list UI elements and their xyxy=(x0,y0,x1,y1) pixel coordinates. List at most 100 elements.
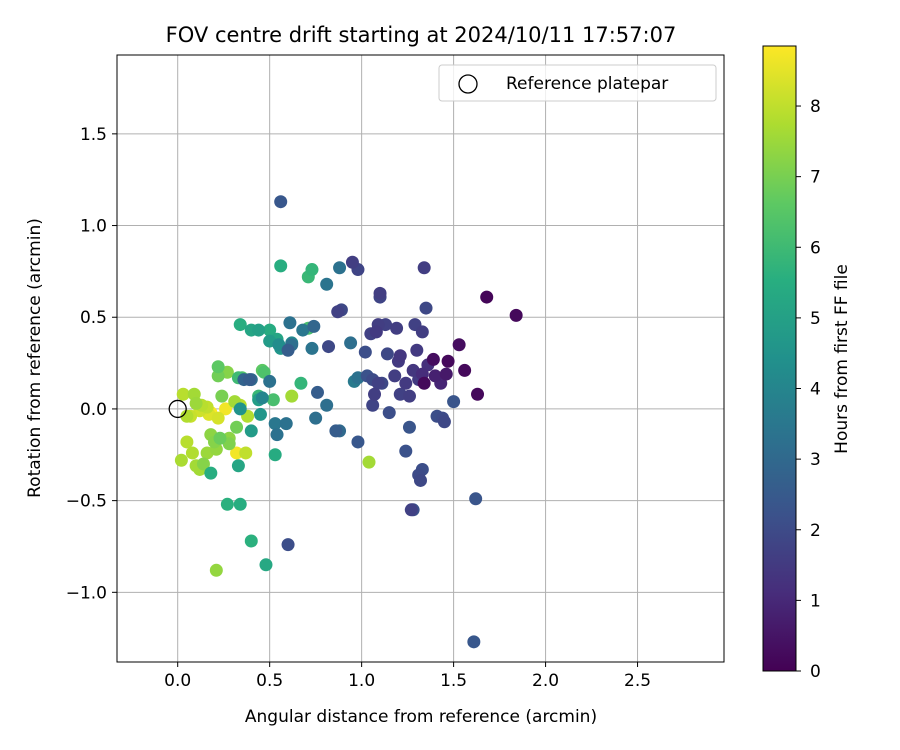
data-point xyxy=(274,195,288,209)
colorbar-tick-label: 0 xyxy=(810,662,821,682)
data-point xyxy=(209,563,223,577)
data-point xyxy=(204,466,218,480)
data-point xyxy=(215,389,229,403)
legend-marker xyxy=(458,74,478,94)
data-point xyxy=(373,286,387,300)
data-point xyxy=(283,316,297,330)
data-point xyxy=(233,402,247,416)
data-point xyxy=(211,360,225,374)
legend-label: Reference platepar xyxy=(506,74,668,94)
data-point xyxy=(310,385,324,399)
colorbar-tick-label: 3 xyxy=(810,450,821,470)
data-point xyxy=(414,473,427,487)
data-point xyxy=(351,435,365,449)
data-point xyxy=(309,411,323,425)
data-point xyxy=(180,409,194,423)
grid xyxy=(117,55,724,662)
colorbar-tick-label: 8 xyxy=(810,97,821,117)
colorbar-label: Hours from first FF file xyxy=(832,264,852,454)
data-point xyxy=(393,349,407,363)
data-point xyxy=(174,453,188,467)
colorbar-tick-label: 5 xyxy=(810,309,821,329)
data-point xyxy=(439,367,453,381)
data-point xyxy=(447,395,461,409)
colorbar-tick-label: 6 xyxy=(810,238,821,258)
plot-frame xyxy=(116,54,725,663)
data-point xyxy=(244,534,258,548)
data-point xyxy=(252,323,266,337)
data-point xyxy=(419,301,433,315)
data-point xyxy=(255,391,269,405)
data-point xyxy=(220,497,234,511)
data-point xyxy=(196,457,210,471)
data-point xyxy=(509,308,523,322)
data-point xyxy=(281,538,295,552)
plot-area xyxy=(117,55,724,662)
y-tick-label: 1.5 xyxy=(80,125,107,145)
data-point xyxy=(404,503,418,517)
data-point xyxy=(415,325,429,339)
data-point xyxy=(441,354,455,368)
data-point xyxy=(263,374,277,388)
y-tick-label: 0.0 xyxy=(80,400,107,420)
data-point xyxy=(380,347,394,361)
colorbar-ticks: 0 1 2 3 4 5 6 7 8 xyxy=(796,97,821,682)
data-point xyxy=(239,446,253,460)
x-tick-label: 1.0 xyxy=(348,671,375,691)
data-point xyxy=(358,345,372,359)
x-tick-label: 2.0 xyxy=(532,671,559,691)
colorbar-gradient xyxy=(762,45,797,672)
data-point xyxy=(294,376,308,390)
data-point xyxy=(213,431,227,445)
y-tick-label: −1.0 xyxy=(66,583,107,603)
data-point xyxy=(305,341,319,355)
x-tick-label: 2.5 xyxy=(624,671,651,691)
data-point xyxy=(274,259,288,273)
x-tick-label: 0.0 xyxy=(164,671,191,691)
data-point xyxy=(307,319,321,333)
data-point xyxy=(366,398,380,412)
data-point xyxy=(270,428,284,442)
data-point xyxy=(426,352,440,366)
x-tick-label: 1.5 xyxy=(440,671,467,691)
data-point xyxy=(233,497,247,511)
data-point xyxy=(285,389,299,403)
data-point xyxy=(480,290,494,304)
data-points xyxy=(174,195,523,649)
data-point xyxy=(368,387,382,401)
data-point xyxy=(268,448,282,462)
data-point xyxy=(266,393,280,407)
data-point xyxy=(279,417,293,431)
data-point xyxy=(437,415,451,429)
data-point xyxy=(382,406,396,420)
data-point xyxy=(402,420,416,434)
data-point xyxy=(268,417,282,431)
data-point xyxy=(180,435,194,449)
data-point xyxy=(305,263,319,277)
x-axis-label: Angular distance from reference (arcmin) xyxy=(245,707,597,727)
data-point xyxy=(417,376,431,390)
data-point xyxy=(388,369,402,383)
data-point xyxy=(345,255,359,269)
legend: Reference platepar xyxy=(438,64,717,102)
data-point xyxy=(452,338,466,352)
data-point xyxy=(399,376,413,390)
data-point xyxy=(296,323,310,337)
colorbar: 0 1 2 3 4 5 6 7 8 Hours from first FF file xyxy=(762,45,852,682)
data-point xyxy=(417,261,431,275)
y-tick-label: 1.0 xyxy=(80,217,107,237)
data-point xyxy=(344,336,358,350)
colorbar-tick-label: 7 xyxy=(810,168,821,188)
y-axis-label: Rotation from reference (arcmin) xyxy=(25,218,45,498)
data-point xyxy=(458,363,472,377)
colorbar-tick-label: 2 xyxy=(810,521,821,541)
data-point xyxy=(263,323,277,337)
data-point xyxy=(233,318,247,332)
data-point xyxy=(231,459,245,473)
data-point xyxy=(320,398,334,412)
x-axis-ticks: 0.0 0.5 1.0 1.5 2.0 2.5 xyxy=(164,662,651,691)
colorbar-tick-label: 1 xyxy=(810,591,821,611)
data-point xyxy=(211,369,225,383)
colorbar-tick-label: 4 xyxy=(810,380,821,400)
